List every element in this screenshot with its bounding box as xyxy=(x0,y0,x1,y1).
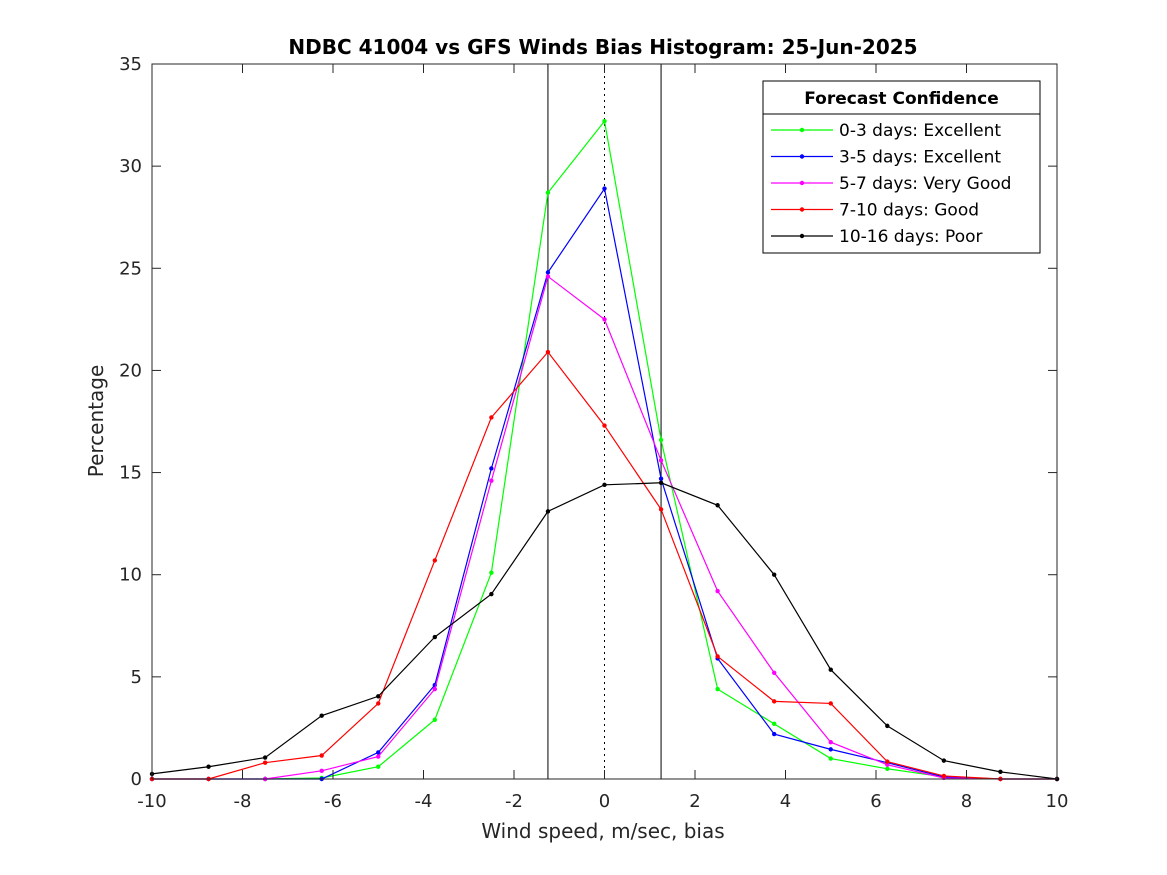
data-point xyxy=(658,476,664,481)
data-point xyxy=(376,701,381,706)
y-tick-label: 25 xyxy=(119,258,142,279)
y-tick-label: 15 xyxy=(119,463,142,484)
data-point xyxy=(715,686,720,692)
data-point xyxy=(432,634,438,640)
y-tick-label: 10 xyxy=(119,565,142,586)
data-point xyxy=(771,699,777,704)
data-point xyxy=(319,768,324,774)
x-tick-label: 4 xyxy=(780,791,791,812)
data-point xyxy=(376,754,381,759)
y-tick-label: 20 xyxy=(119,360,142,381)
legend-marker xyxy=(799,233,805,239)
data-point xyxy=(715,503,720,508)
data-point xyxy=(602,119,607,124)
x-tick-label: 2 xyxy=(689,791,700,812)
legend-box xyxy=(762,80,1041,254)
legend: Forecast Confidence 0-3 days: Excellent 3-… xyxy=(762,80,1041,254)
x-tick-label: -8 xyxy=(234,791,252,812)
data-point xyxy=(885,766,890,771)
data-point xyxy=(715,654,720,659)
data-point xyxy=(432,717,438,722)
data-point xyxy=(602,423,607,428)
series-4 xyxy=(149,480,1060,782)
data-point xyxy=(545,349,551,355)
data-point xyxy=(489,591,494,597)
data-point xyxy=(376,750,381,755)
data-point xyxy=(545,270,551,275)
data-point xyxy=(206,764,211,769)
data-point xyxy=(828,756,833,761)
x-tick-label: 0 xyxy=(599,791,610,812)
data-point xyxy=(885,762,890,767)
series-2 xyxy=(149,274,1060,782)
x-tick-label: -2 xyxy=(505,791,523,812)
legend-label: 10-16 days: Poor xyxy=(839,227,983,247)
data-point xyxy=(658,458,664,463)
y-axis-title: Percentage xyxy=(84,365,108,478)
data-point xyxy=(885,723,890,729)
data-point xyxy=(545,509,551,514)
legend-marker xyxy=(799,207,805,212)
data-point xyxy=(602,317,607,322)
data-point xyxy=(828,747,833,752)
y-tick-label: 5 xyxy=(131,667,142,688)
data-point xyxy=(602,186,607,191)
legend-item: 3-5 days: Excellent xyxy=(771,148,1001,168)
data-point xyxy=(262,755,268,760)
data-point xyxy=(771,670,777,675)
data-point xyxy=(376,694,381,699)
data-point xyxy=(489,570,494,575)
x-tick-label: -10 xyxy=(137,791,166,812)
legend-label: 3-5 days: Excellent xyxy=(839,148,1001,168)
data-point xyxy=(489,478,494,483)
x-tick-label: -4 xyxy=(415,791,433,812)
data-point xyxy=(376,764,381,769)
data-point xyxy=(262,760,268,765)
data-point xyxy=(319,753,324,758)
y-tick-label: 30 xyxy=(119,156,142,177)
data-point xyxy=(828,701,833,706)
data-point xyxy=(771,731,777,737)
legend-marker xyxy=(799,180,805,186)
data-point xyxy=(658,480,664,485)
legend-marker xyxy=(799,127,805,133)
legend-label: 0-3 days: Excellent xyxy=(839,121,1001,141)
data-point xyxy=(658,507,664,512)
legend-marker xyxy=(799,154,805,159)
data-point xyxy=(828,667,833,672)
data-point xyxy=(771,572,777,577)
data-point xyxy=(432,686,438,692)
data-point xyxy=(941,758,947,763)
legend-title: Forecast Confidence xyxy=(804,89,999,109)
legend-item: 5-7 days: Very Good xyxy=(771,174,1011,194)
data-point xyxy=(941,773,947,779)
x-axis-title: Wind speed, m/sec, bias xyxy=(481,819,724,843)
data-point xyxy=(828,740,833,745)
data-point xyxy=(545,274,551,279)
legend-item: 7-10 days: Good xyxy=(771,201,979,221)
data-point xyxy=(885,759,890,764)
legend-item: 0-3 days: Excellent xyxy=(771,121,1001,141)
legend-label: 5-7 days: Very Good xyxy=(839,174,1011,194)
data-point xyxy=(319,713,324,718)
chart-title: NDBC 41004 vs GFS Winds Bias Histogram: … xyxy=(288,35,917,59)
legend-label: 7-10 days: Good xyxy=(839,201,979,221)
x-tick-label: 8 xyxy=(961,791,972,812)
data-point xyxy=(545,190,551,195)
x-tick-label: 6 xyxy=(870,791,881,812)
data-point xyxy=(998,769,1003,775)
data-point xyxy=(715,588,720,594)
x-tick-label: -6 xyxy=(324,791,342,812)
data-point xyxy=(602,482,607,488)
y-tick-label: 0 xyxy=(131,769,142,790)
x-tick-label: 10 xyxy=(1046,791,1069,812)
data-point xyxy=(658,437,664,443)
data-point xyxy=(489,466,494,471)
data-point xyxy=(489,415,494,420)
data-point xyxy=(432,558,438,563)
legend-item: 10-16 days: Poor xyxy=(771,227,983,247)
data-point xyxy=(771,721,777,727)
y-tick-label: 35 xyxy=(119,54,142,75)
